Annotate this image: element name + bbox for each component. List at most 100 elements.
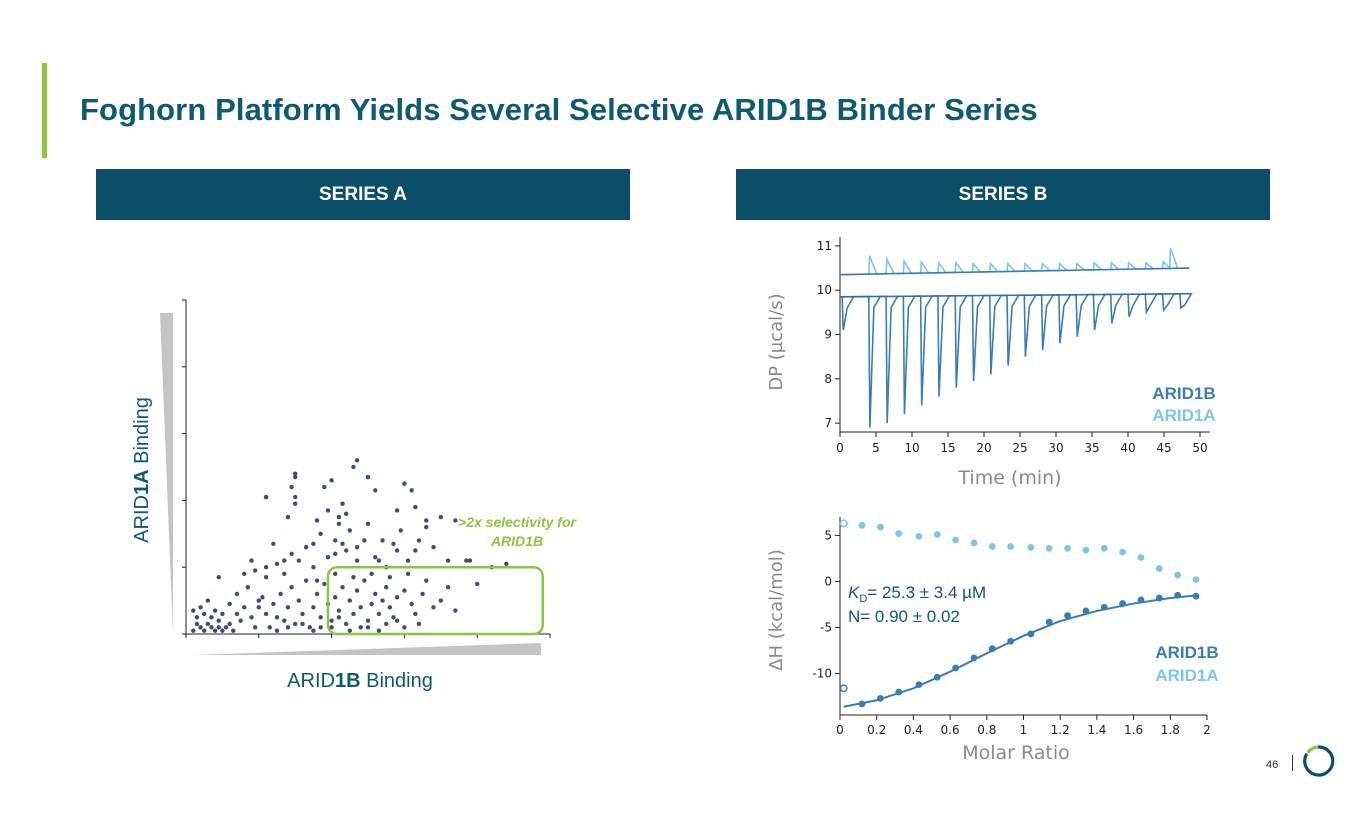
dp-x-tick-label: 15 bbox=[940, 441, 955, 455]
scatter-point bbox=[282, 618, 287, 623]
dh-x-tick-label: 0.2 bbox=[867, 723, 886, 737]
series-a-header: SERIES A bbox=[96, 169, 630, 220]
dh-point-arid1b bbox=[988, 645, 996, 653]
scatter-point bbox=[365, 618, 371, 623]
scatter-point bbox=[424, 578, 429, 583]
dh-y-tick-label: 5 bbox=[824, 528, 832, 542]
series-b-itc-charts: 7 8 9 10 11 0 5 10 15 20 25 30 35 40 45 50 Time (min) D… bbox=[760, 225, 1240, 775]
dp-x-tick-label: 30 bbox=[1048, 441, 1063, 455]
scatter-point bbox=[289, 484, 294, 490]
scatter-point bbox=[340, 585, 345, 590]
scatter-point bbox=[354, 588, 360, 593]
scatter-point bbox=[307, 625, 312, 630]
scatter-point bbox=[387, 575, 393, 580]
dh-x-tick-label: 1.8 bbox=[1161, 723, 1180, 737]
scatter-point bbox=[293, 621, 298, 627]
series-a-scatter-chart: >2x selectivity for ARID1B ARID1B Bindin… bbox=[120, 290, 600, 710]
scatter-point bbox=[238, 618, 243, 623]
scatter-point bbox=[234, 611, 240, 617]
selectivity-annotation-line2: ARID1B bbox=[490, 533, 543, 549]
kd-annotation: KD= 25.3 ± 3.4 µM bbox=[848, 583, 986, 605]
dh-x-tick-label: 0.4 bbox=[904, 723, 923, 737]
scatter-point bbox=[413, 504, 418, 510]
scatter-point bbox=[263, 611, 269, 617]
scatter-point bbox=[431, 544, 436, 550]
dh-point-arid1b bbox=[858, 700, 866, 708]
dh-legend-arid1a: ARID1A bbox=[1155, 666, 1218, 685]
dp-y-axis-title: DP (µcal/s) bbox=[766, 293, 787, 390]
scatter-point bbox=[384, 585, 389, 590]
scatter-point bbox=[391, 615, 396, 620]
scatter-point bbox=[354, 544, 360, 550]
dp-legend-arid1a: ARID1A bbox=[1152, 406, 1215, 425]
scatter-point bbox=[263, 565, 269, 570]
dp-x-tick-label: 5 bbox=[872, 441, 880, 455]
scatter-point bbox=[242, 571, 247, 577]
scatter-point bbox=[252, 568, 258, 573]
scatter-point bbox=[405, 558, 411, 563]
scatter-point bbox=[311, 605, 316, 610]
scatter-point bbox=[256, 605, 261, 610]
scatter-point bbox=[413, 611, 418, 617]
dh-point-arid1b bbox=[1007, 637, 1015, 645]
selectivity-annotation-line1: >2x selectivity for bbox=[458, 514, 577, 530]
dh-point-arid1b bbox=[1045, 618, 1053, 626]
scatter-svg: >2x selectivity for ARID1B ARID1B Bindin… bbox=[131, 299, 577, 692]
scatter-point bbox=[365, 474, 371, 480]
dp-x-tick-label: 40 bbox=[1120, 441, 1135, 455]
scatter-point bbox=[205, 621, 211, 627]
scatter-point bbox=[285, 514, 291, 520]
scatter-point bbox=[191, 628, 196, 633]
dp-x-tick-label: 20 bbox=[976, 441, 991, 455]
scatter-point bbox=[343, 548, 349, 553]
dh-point-arid1b bbox=[915, 681, 923, 689]
scatter-point bbox=[322, 484, 327, 490]
scatter-point bbox=[424, 524, 429, 530]
scatter-point bbox=[398, 528, 403, 533]
dp-x-tick-label: 0 bbox=[836, 441, 844, 455]
scatter-point bbox=[296, 598, 302, 603]
dp-x-tick-label: 35 bbox=[1084, 441, 1099, 455]
scatter-point bbox=[293, 494, 298, 500]
scatter-point bbox=[282, 558, 287, 563]
scatter-point bbox=[194, 615, 200, 620]
dh-point-arid1a bbox=[1192, 576, 1200, 584]
scatter-point bbox=[311, 565, 316, 570]
scatter-point bbox=[209, 625, 214, 630]
scatter-point bbox=[274, 628, 280, 633]
scatter-point bbox=[293, 471, 298, 476]
scatter-point bbox=[333, 571, 338, 577]
title-accent-bar bbox=[42, 63, 47, 158]
scatter-point bbox=[402, 588, 407, 593]
scatter-point bbox=[293, 474, 298, 480]
scatter-point bbox=[402, 625, 407, 630]
scatter-point bbox=[347, 628, 352, 633]
scatter-point bbox=[340, 501, 345, 506]
scatter-point bbox=[322, 581, 327, 587]
enthalpy-molar-ratio-chart: 5 0 -5 -10 0 0.2 0.4 0.6 0.8 1 1.2 1.4 1.6 1.8 2 Molar… bbox=[766, 517, 1219, 764]
scatter-point bbox=[402, 481, 407, 486]
dh-y-tick-label: 0 bbox=[824, 574, 832, 588]
scatter-point bbox=[445, 585, 451, 590]
scatter-point bbox=[227, 621, 232, 627]
scatter-point bbox=[358, 625, 363, 630]
scatter-point bbox=[336, 608, 342, 613]
dh-point-arid1a bbox=[876, 523, 884, 531]
scatter-point bbox=[394, 508, 400, 513]
scatter-point bbox=[318, 615, 323, 620]
scatter-point bbox=[293, 501, 298, 506]
dh-x-tick-label: 1.6 bbox=[1124, 723, 1143, 737]
scatter-point bbox=[300, 621, 305, 627]
scatter-point bbox=[347, 598, 352, 603]
scatter-point bbox=[336, 521, 342, 526]
scatter-point bbox=[278, 591, 283, 597]
scatter-point bbox=[314, 518, 320, 523]
scatter-point bbox=[333, 538, 338, 543]
dh-point-arid1a bbox=[1082, 546, 1090, 554]
dh-point-arid1b bbox=[970, 654, 978, 662]
scatter-point bbox=[249, 615, 254, 620]
scatter-point bbox=[380, 598, 385, 603]
scatter-point bbox=[387, 605, 393, 610]
scatter-point bbox=[475, 581, 480, 587]
dh-point-arid1b bbox=[1082, 607, 1090, 615]
